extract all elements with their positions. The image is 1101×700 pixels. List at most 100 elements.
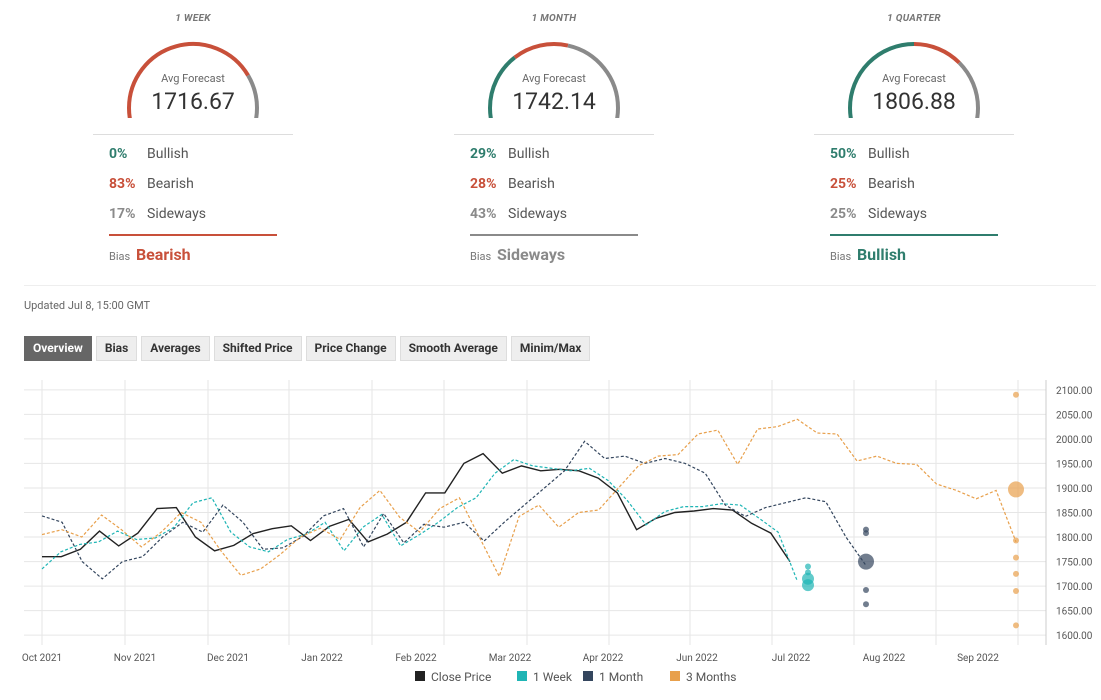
x-tick-label: Mar 2022 [489,653,532,664]
y-tick-label: 2000.00 [1056,435,1093,446]
x-tick-label: Oct 2021 [22,653,62,664]
bearish-percent: 83% [109,176,136,192]
avg-forecast-label: Avg Forecast [882,72,946,85]
forecast-point-1-week [805,569,811,576]
y-tick-label: 1950.00 [1056,459,1093,470]
sideways-label: Sideways [868,206,927,222]
bearish-stat: 83% Bearish [109,176,194,192]
legend-swatch [583,671,593,681]
forecast-point-3-months [1008,481,1024,498]
bias-value: Sideways [496,245,566,264]
updated-timestamp: Updated Jul 8, 15:00 GMT [24,299,151,312]
y-tick-label: 1750.00 [1056,558,1093,569]
series-line-1-week [41,458,798,581]
sideways-arc-segment [975,107,980,118]
y-tick-label: 1900.00 [1056,484,1093,495]
sideways-stat: 17% Sideways [109,206,206,222]
series-line-1-month [41,440,867,580]
bearish-label: Bearish [868,176,915,192]
tab-bias[interactable]: Bias [95,336,138,361]
tab-smooth-average[interactable]: Smooth Average [399,336,507,361]
sideways-arc-segment [254,107,259,118]
forecast-point-1-month [863,587,869,594]
bearish-label: Bearish [508,176,555,192]
tab-averages[interactable]: Averages [141,336,210,361]
series-line-close-price [42,452,791,562]
forecast-point-1-month [863,601,869,608]
gauge-separator [454,134,654,135]
gauge-period: 1 WEEK [175,13,211,24]
bearish-stat: 25% Bearish [830,176,915,192]
sideways-arc-segment [957,61,980,109]
bias-indicator: Bias Bullish [830,245,906,264]
forecast-point-1-month [863,526,869,533]
y-tick-label: 1600.00 [1056,631,1093,642]
x-tick-label: Sep 2022 [957,653,999,664]
tab-minim-max[interactable]: Minim/Max [510,336,591,361]
forecast-point-3-months [1013,554,1019,561]
gauge-separator [814,134,1014,135]
gauge-period: 1 MONTH [531,13,577,24]
forecast-point-3-months [1013,391,1019,398]
bullish-arc-segment [848,42,915,109]
sideways-label: Sideways [147,206,206,222]
bias-underline [470,234,638,236]
legend-label: 3 Months [686,670,736,684]
bearish-arc-segment [127,42,250,109]
x-tick-label: Aug 2022 [863,653,906,664]
avg-forecast-label: Avg Forecast [522,72,586,85]
forecast-point-3-months [1013,588,1019,595]
bullish-percent: 29% [470,146,497,162]
forecast-point-3-months [1013,622,1019,629]
sideways-label: Sideways [508,206,567,222]
bearish-stat: 28% Bearish [470,176,555,192]
gauge-arc [127,42,259,118]
sideways-arc-segment [615,107,620,118]
forecast-point-1-week [802,572,814,585]
divider [24,285,1096,286]
series-line-3-months [41,418,1017,578]
sideways-stat: 25% Sideways [830,206,927,222]
sideways-arc-segment [567,43,620,109]
legend-label: 1 Month [599,670,643,684]
bullish-percent: 50% [830,146,857,162]
legend-swatch [670,671,680,681]
avg-forecast-value: 1806.88 [872,88,956,115]
x-tick-label: Jan 2022 [301,653,343,664]
y-tick-label: 2050.00 [1056,410,1093,421]
bearish-percent: 28% [470,176,497,192]
tab-shifted-price[interactable]: Shifted Price [213,336,302,361]
gauge-separator [93,134,293,135]
bearish-arc-segment [513,42,569,60]
bias-value: Bearish [135,245,191,264]
sideways-percent: 43% [470,206,497,222]
y-tick-label: 1800.00 [1056,533,1093,544]
bullish-label: Bullish [147,146,189,162]
legend-swatch [517,671,527,681]
avg-forecast-label: Avg Forecast [161,72,225,85]
x-tick-label: Jul 2022 [772,653,811,664]
x-tick-label: Feb 2022 [395,653,437,664]
bullish-label: Bullish [508,146,550,162]
sideways-percent: 17% [109,206,136,222]
forecast-point-1-week [805,563,811,570]
x-tick-label: Dec 2021 [207,653,249,664]
bias-label: Bias [830,250,852,263]
bullish-percent: 0% [109,146,128,162]
tab-price-change[interactable]: Price Change [305,336,396,361]
sideways-arc-segment [246,74,259,109]
avg-forecast-value: 1716.67 [151,88,235,115]
bearish-percent: 25% [830,176,857,192]
bias-value: Bullish [856,245,906,264]
bias-indicator: Bias Sideways [470,245,565,264]
y-tick-label: 1650.00 [1056,607,1093,618]
legend-swatch [415,671,425,681]
tab-overview[interactable]: Overview [24,336,92,361]
x-tick-label: Nov 2021 [114,653,157,664]
y-tick-label: 1850.00 [1056,509,1093,520]
bias-label: Bias [109,250,131,263]
legend-label: Close Price [431,670,491,684]
chart-tabs: Overview Bias Averages Shifted Price Pri… [24,336,591,361]
bearish-arc-segment [127,107,132,118]
avg-forecast-value: 1742.14 [512,88,596,115]
